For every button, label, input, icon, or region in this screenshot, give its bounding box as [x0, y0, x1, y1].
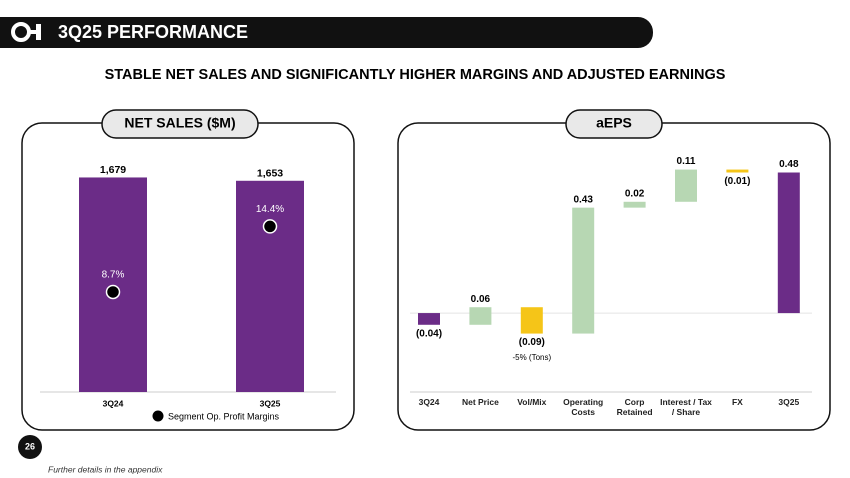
panel	[21, 122, 355, 431]
waterfall-bar	[418, 313, 440, 325]
page-number: 26	[25, 441, 35, 451]
x-tick-label: Vol/Mix	[517, 397, 547, 407]
header-bar	[0, 17, 653, 48]
waterfall-bar	[572, 207, 595, 334]
panel	[397, 122, 831, 431]
data-label: 0.06	[471, 294, 491, 305]
legend-dot	[152, 410, 164, 422]
waterfall-bar	[777, 172, 800, 314]
subtitle: STABLE NET SALES AND SIGNIFICANTLY HIGHE…	[105, 67, 726, 83]
x-tick-label: Corp Retained	[616, 397, 653, 417]
x-tick-label: Operating Costs	[563, 397, 604, 417]
x-tick-label: Interest / Tax / Share	[660, 397, 712, 417]
logo	[11, 22, 41, 42]
panel-title-pill	[565, 109, 663, 139]
page-badge	[18, 435, 42, 459]
data-label: 0.11	[677, 156, 696, 167]
waterfall-bar	[520, 307, 543, 334]
data-label: 1,653	[257, 168, 283, 180]
data-label: (0.09)	[519, 337, 545, 348]
chart-title: aEPS	[596, 115, 632, 131]
waterfall-bar	[726, 169, 749, 173]
panel-title-pill	[101, 109, 259, 139]
x-tick-label: Net Price	[461, 397, 499, 407]
data-label: 0.43	[573, 194, 593, 205]
margin-dot	[262, 219, 278, 234]
footnote: Further details in the appendix	[48, 464, 163, 474]
waterfall-bar	[469, 307, 492, 325]
annotation: -5% (Tons)	[512, 353, 551, 362]
legend-label: Segment Op. Profit Margins	[168, 411, 280, 421]
header-title: 3Q25 PERFORMANCE	[58, 22, 248, 42]
data-label: 0.02	[625, 188, 645, 199]
data-label: (0.04)	[416, 328, 442, 339]
data-label: 1,679	[100, 164, 126, 176]
bar	[236, 180, 304, 392]
waterfall-bar	[623, 201, 646, 208]
data-label: 8.7%	[102, 270, 125, 281]
chart-title: NET SALES ($M)	[124, 115, 235, 131]
x-tick-label: 3Q25	[778, 397, 800, 407]
x-tick-label: FX	[731, 397, 743, 407]
data-label: 0.48	[779, 159, 799, 170]
waterfall-bar	[675, 169, 697, 202]
margin-dot	[105, 284, 121, 300]
x-tick-label: 3Q25	[260, 398, 281, 408]
x-tick-label: 3Q24	[418, 397, 440, 407]
x-tick-label: 3Q24	[103, 398, 124, 408]
data-label: (0.01)	[724, 176, 750, 187]
data-label: 14.4%	[256, 204, 284, 215]
